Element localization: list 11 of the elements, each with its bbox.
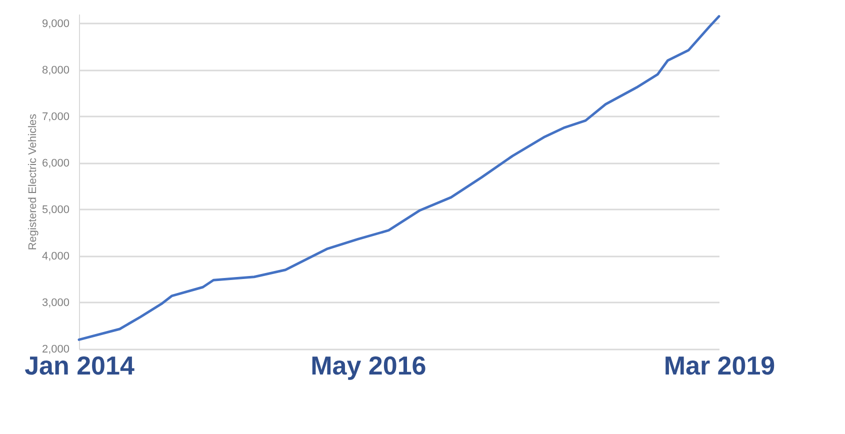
x-tick-label: May 2016	[310, 350, 426, 380]
y-tick-label: 4,000	[42, 250, 70, 262]
y-tick-label: 9,000	[42, 18, 70, 30]
x-tick-label: Mar 2019	[664, 350, 776, 380]
y-axis-title: Registered Electric Vehicles	[26, 113, 39, 250]
line-series	[78, 15, 720, 341]
y-tick-label: 6,000	[42, 157, 70, 170]
y-tick-label: 5,000	[42, 204, 70, 216]
y-tick-label: 7,000	[42, 110, 70, 123]
y-tick-label: 3,000	[42, 296, 70, 309]
y-tick-label: 8,000	[42, 64, 70, 76]
